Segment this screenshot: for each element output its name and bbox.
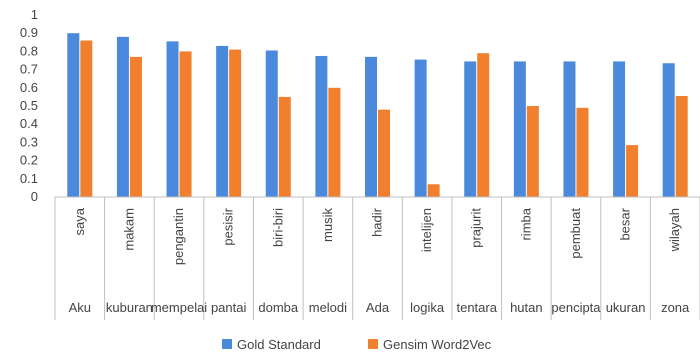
y-tick-label: 0.2 xyxy=(20,153,38,168)
bar-gold-standard xyxy=(315,55,328,198)
legend-label: Gensim Word2Vec xyxy=(383,337,492,352)
y-tick-label: 0.9 xyxy=(20,25,38,40)
x-tick-label-outer: mempelai xyxy=(151,300,207,315)
bar-gensim-word2vec xyxy=(526,106,539,197)
bar-gold-standard xyxy=(662,63,675,198)
bar-gensim-word2vec xyxy=(675,95,688,197)
x-tick-label-inner: biri-biri xyxy=(270,208,285,247)
legend: Gold Standard Gensim Word2Vec xyxy=(222,337,492,352)
y-tick-label: 0 xyxy=(31,189,38,204)
bar-gold-standard xyxy=(365,56,377,197)
x-tick-label-inner: hadir xyxy=(370,207,385,237)
y-tick-label: 0.5 xyxy=(20,98,38,113)
x-tick-label-inner: saya xyxy=(72,207,87,235)
x-tick-label-outer: logika xyxy=(410,300,445,315)
y-tick-label: 0.1 xyxy=(20,171,38,186)
bar-gensim-word2vec xyxy=(378,109,390,197)
x-tick-label-inner: pesisir xyxy=(221,207,236,245)
bar-gold-standard xyxy=(67,33,80,198)
x-tick-label-outer: pantai xyxy=(211,300,247,315)
bar-gensim-word2vec xyxy=(179,51,192,198)
x-tick-label-outer: hutan xyxy=(510,300,543,315)
x-tick-label-outer: Aku xyxy=(69,300,91,315)
x-tick-label-outer: zona xyxy=(661,300,690,315)
bar-gensim-word2vec xyxy=(278,96,291,197)
bar-gold-standard xyxy=(265,50,278,197)
bar-gensim-word2vec xyxy=(229,49,242,197)
bar-gensim-word2vec xyxy=(427,184,440,197)
bar-gensim-word2vec xyxy=(477,53,490,197)
x-tick-label-outer: pencipta xyxy=(551,300,601,315)
y-tick-label: 1 xyxy=(31,7,38,22)
bar-gold-standard xyxy=(116,36,129,198)
x-tick-label-inner: musik xyxy=(320,208,335,242)
bar-gold-standard xyxy=(464,61,477,197)
y-tick-label: 0.8 xyxy=(20,43,38,58)
y-tick-label: 0.7 xyxy=(20,62,38,77)
y-axis: 0 0.1 0.2 0.3 0.4 0.5 0.6 0.7 0.8 0.9 1 xyxy=(20,7,38,204)
x-tick-label-outer: tentara xyxy=(456,300,497,315)
bar-gensim-word2vec xyxy=(80,40,93,198)
x-tick-label-inner: besar xyxy=(618,207,633,240)
bars xyxy=(67,33,688,198)
x-tick-label-inner: pengantin xyxy=(171,208,186,265)
x-tick-label-outer: ukuran xyxy=(606,300,646,315)
bar-gensim-word2vec xyxy=(328,87,341,197)
bar-gold-standard xyxy=(613,61,626,197)
y-tick-label: 0.3 xyxy=(20,134,38,149)
x-tick-label-outer: Ada xyxy=(366,300,390,315)
x-tick-label-outer: domba xyxy=(258,300,299,315)
bar-gold-standard xyxy=(414,59,427,198)
x-tick-label-inner: intelijen xyxy=(419,208,434,252)
x-axis: saya makam pengantin pesisir biri-biri musik h… xyxy=(54,196,700,320)
x-tick-label-inner: rimba xyxy=(518,207,533,240)
bar-gensim-word2vec xyxy=(129,56,142,197)
bar-gold-standard xyxy=(216,45,229,197)
bar-gold-standard xyxy=(513,61,526,197)
bar-gold-standard xyxy=(563,61,576,197)
bar-gold-standard xyxy=(166,41,179,197)
bar-gensim-word2vec xyxy=(576,107,589,197)
y-tick-label: 0.4 xyxy=(20,116,38,131)
x-tick-label-outer: melodi xyxy=(309,300,347,315)
x-tick-label-inner: pembuat xyxy=(568,208,583,259)
bar-gensim-word2vec xyxy=(626,145,639,197)
x-tick-label-inner: wilayah xyxy=(667,208,682,252)
legend-label: Gold Standard xyxy=(237,337,321,352)
y-tick-label: 0.6 xyxy=(20,80,38,95)
legend-swatch xyxy=(222,339,232,349)
x-tick-label-inner: prajurit xyxy=(469,208,484,248)
legend-swatch xyxy=(368,339,378,349)
x-tick-label-inner: makam xyxy=(121,208,136,251)
x-tick-label-outer: kuburan xyxy=(106,300,153,315)
